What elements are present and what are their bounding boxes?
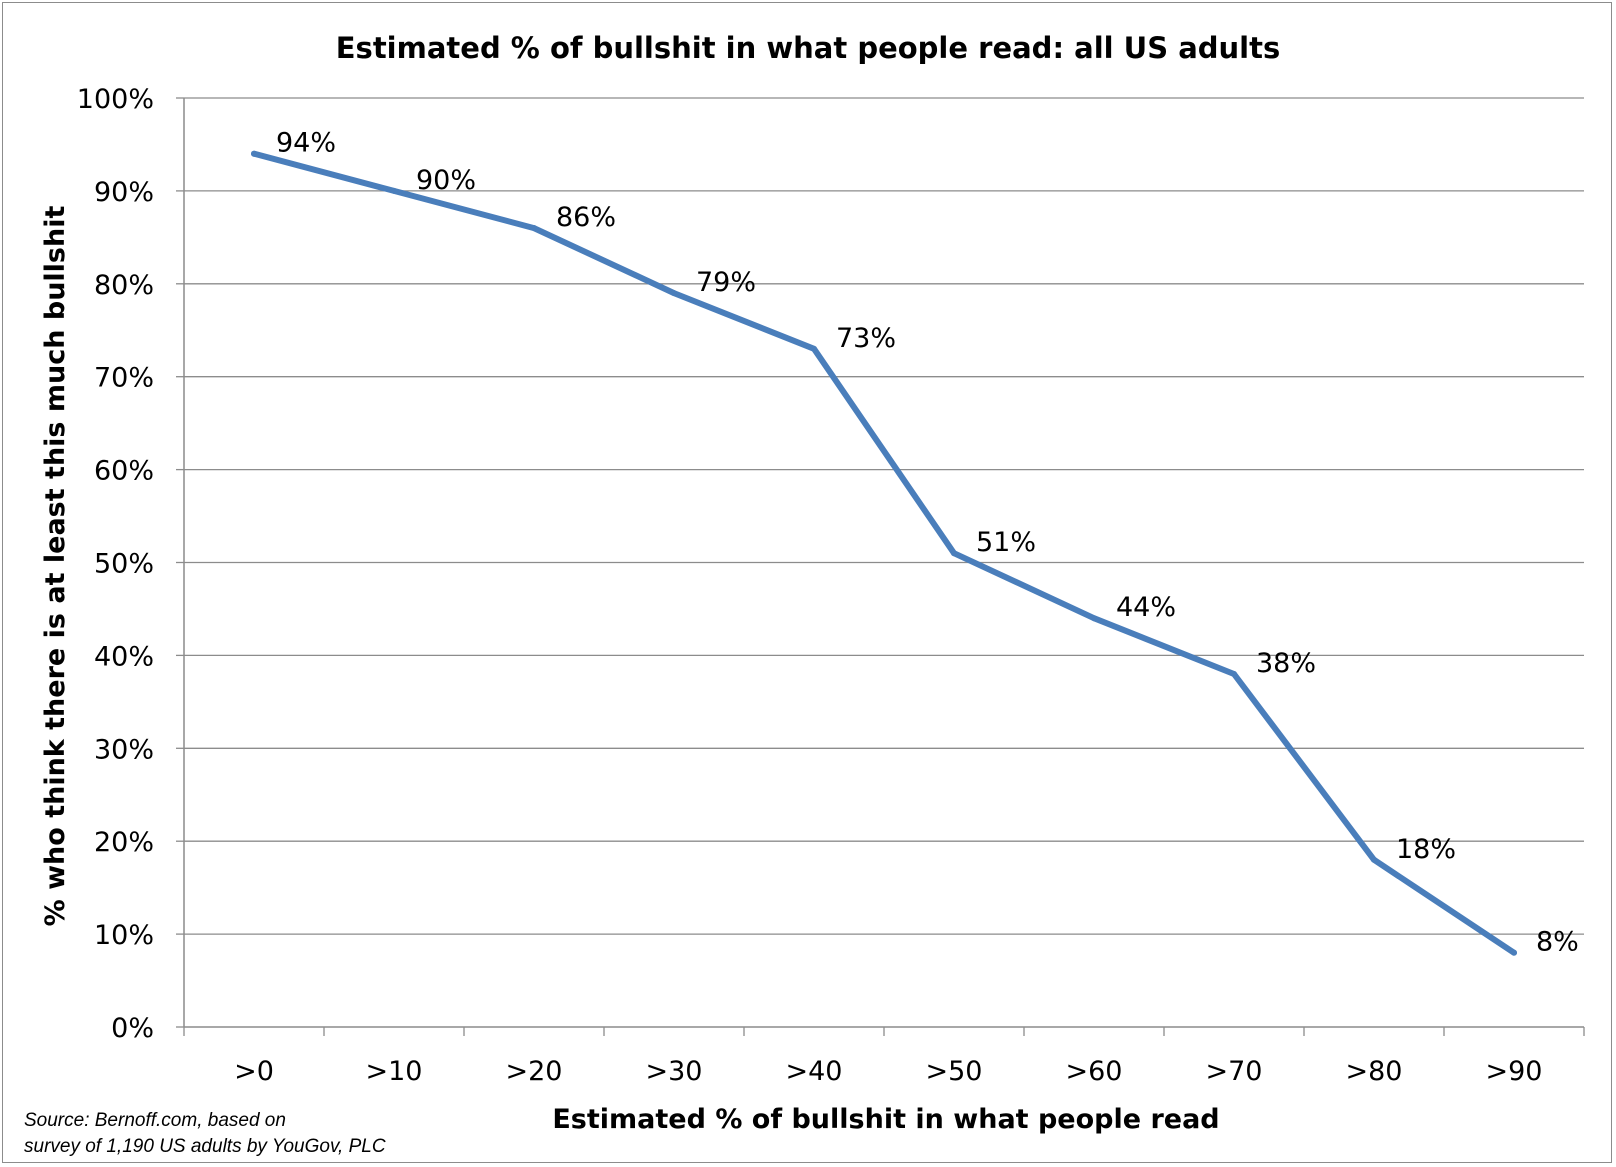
y-tick-label: 20% (94, 827, 154, 858)
data-point (1091, 615, 1097, 622)
y-tick-label: 90% (94, 177, 154, 208)
chart-title: Estimated % of bullshit in what people r… (336, 31, 1281, 65)
data-point (391, 187, 397, 194)
data-label: 8% (1536, 927, 1579, 958)
y-tick-label: 70% (94, 363, 154, 394)
y-tick-label: 80% (94, 270, 154, 301)
y-tick-label: 10% (94, 920, 154, 951)
source-note-line-1: Source: Bernoff.com, based on (24, 1110, 286, 1131)
series-line (251, 150, 1517, 956)
x-axis-title: Estimated % of bullshit in what people r… (552, 1104, 1219, 1135)
data-point (671, 290, 677, 297)
series-layer (251, 150, 1517, 956)
x-tick-label: >40 (786, 1056, 843, 1087)
data-point (1511, 949, 1517, 956)
x-tick-label: >50 (926, 1056, 983, 1087)
x-tick-label: >70 (1206, 1056, 1263, 1087)
data-label: 18% (1396, 834, 1456, 865)
source-note-line-2: survey of 1,190 US adults by YouGov, PLC (24, 1136, 386, 1157)
y-axis-title: % who think there is at least this much … (40, 206, 71, 927)
data-label: 94% (276, 128, 336, 159)
x-tick-label: >10 (366, 1056, 423, 1087)
y-tick-labels: 0% 10% 20% 30% 40% 50% 60% 70% 80% 90% 100% (77, 84, 154, 1044)
x-tick-label: >20 (506, 1056, 563, 1087)
x-tick-label: >80 (1346, 1056, 1403, 1087)
x-tick-label: >90 (1486, 1056, 1543, 1087)
x-tick-label: >30 (646, 1056, 703, 1087)
data-label: 86% (556, 202, 616, 233)
x-tick-labels: >0 >10 >20 >30 >40 >50 >60 >70 >80 >90 (234, 1056, 1542, 1087)
x-tick-label: >60 (1066, 1056, 1123, 1087)
y-tick-label: 100% (77, 84, 154, 115)
axes (176, 97, 1585, 1036)
data-label: 38% (1256, 648, 1316, 679)
data-labels: 94% 90% 86% 79% 73% 51% 44% 38% 18% 8% (276, 128, 1579, 958)
y-tick-label: 0% (111, 1013, 154, 1044)
y-tick-label: 40% (94, 641, 154, 672)
data-point (951, 550, 957, 557)
data-point (811, 345, 817, 352)
y-tick-label: 30% (94, 734, 154, 765)
data-point (251, 150, 257, 157)
data-label: 90% (416, 165, 476, 196)
data-label: 79% (696, 267, 756, 298)
data-label: 73% (836, 323, 896, 354)
y-tick-label: 50% (94, 549, 154, 580)
x-tick-label: >0 (234, 1056, 274, 1087)
data-point (1371, 856, 1377, 863)
data-point (531, 225, 537, 232)
gridlines (184, 97, 1584, 935)
data-label: 44% (1116, 592, 1176, 623)
data-point (1231, 670, 1237, 677)
source-note: Source: Bernoff.com, based on survey of … (24, 1108, 444, 1160)
y-tick-label: 60% (94, 456, 154, 487)
data-label: 51% (976, 527, 1036, 558)
